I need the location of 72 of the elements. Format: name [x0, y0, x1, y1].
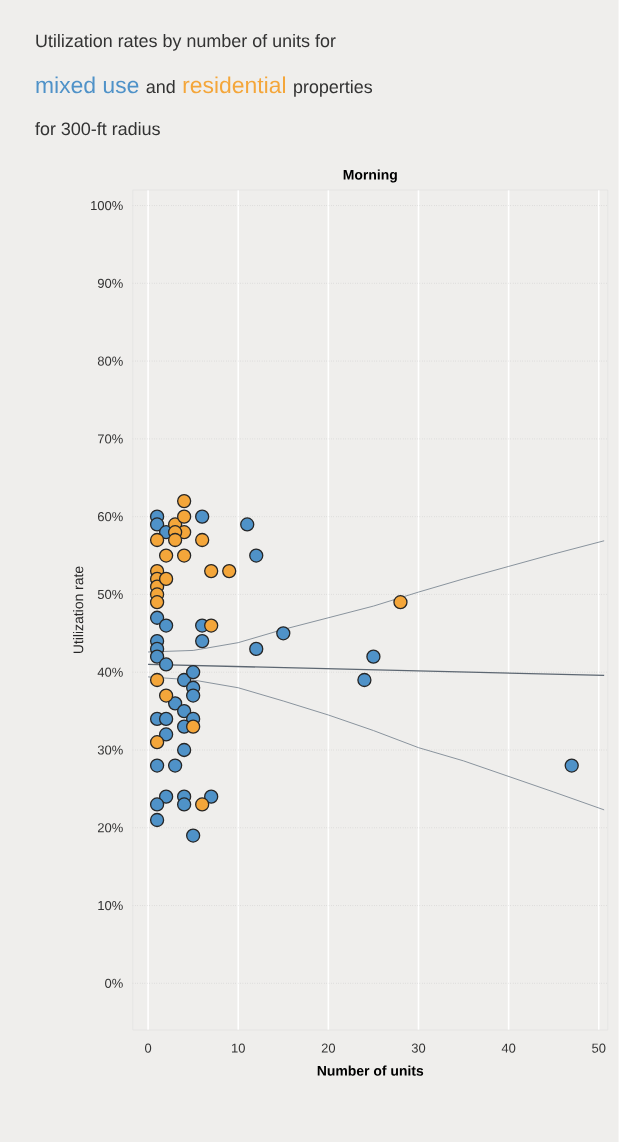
point	[204, 618, 219, 633]
point	[222, 563, 237, 579]
x-axis-title: Number of units	[317, 1065, 424, 1076]
point	[186, 719, 201, 734]
point	[159, 571, 174, 587]
y-tick-label: 70%	[98, 434, 123, 444]
point	[150, 672, 165, 688]
point	[159, 789, 174, 804]
point	[177, 509, 192, 524]
text: and	[146, 80, 175, 94]
point	[177, 493, 192, 509]
y-tick-label: 20%	[98, 823, 123, 833]
point	[150, 649, 165, 664]
point	[159, 688, 174, 703]
point	[204, 789, 219, 804]
point	[150, 532, 165, 548]
point	[240, 517, 255, 532]
y-tick-label: 80%	[98, 356, 123, 366]
point	[159, 618, 174, 633]
point	[564, 758, 579, 773]
point	[177, 548, 192, 563]
point	[186, 688, 201, 703]
y-axis-title: Utilization rate	[73, 566, 84, 654]
y-tick-label: 10%	[98, 900, 123, 911]
point	[150, 812, 165, 828]
point	[150, 595, 165, 610]
point	[177, 797, 192, 812]
y-tick-label: 0%	[105, 978, 123, 988]
point	[177, 742, 192, 758]
point	[366, 649, 381, 664]
point	[150, 610, 165, 625]
point	[177, 703, 192, 719]
point	[159, 657, 174, 672]
text: mixed use	[36, 76, 139, 94]
point	[195, 532, 210, 548]
text: for 300-ft radius	[35, 122, 161, 136]
text: properties	[294, 80, 373, 97]
text: residential	[183, 76, 286, 94]
x-tick-label: 10	[232, 1043, 246, 1053]
point	[186, 828, 201, 843]
point	[150, 735, 165, 750]
point	[195, 509, 210, 524]
y-tick-label: 40%	[97, 667, 123, 677]
point	[204, 563, 219, 579]
point	[159, 711, 174, 727]
point	[195, 633, 210, 649]
point	[393, 595, 408, 610]
chart-subtitle: Morning	[343, 169, 397, 183]
x-tick-label: 20	[321, 1043, 336, 1053]
point	[150, 758, 165, 773]
y-tick-label: 100%	[91, 200, 123, 211]
x-tick-label: 40	[501, 1043, 516, 1053]
point	[249, 641, 264, 657]
point	[159, 548, 174, 563]
x-tick-label: 0	[145, 1043, 152, 1053]
y-tick-label: 50%	[97, 589, 123, 600]
point	[168, 532, 183, 548]
y-tick-label: 90%	[98, 278, 123, 288]
point	[357, 672, 372, 688]
y-tick-label: 30%	[97, 745, 123, 755]
point	[276, 626, 291, 641]
point	[150, 797, 165, 812]
chart-title: Utilization rates by number of units for	[36, 34, 336, 51]
y-tick-label: 60%	[98, 512, 123, 522]
point	[186, 665, 201, 680]
x-tick-label: 30	[411, 1043, 426, 1053]
point	[150, 517, 165, 532]
point	[159, 727, 174, 742]
point	[249, 548, 264, 563]
point	[168, 758, 183, 773]
point	[195, 797, 210, 812]
x-tick-label: 50	[592, 1043, 606, 1053]
